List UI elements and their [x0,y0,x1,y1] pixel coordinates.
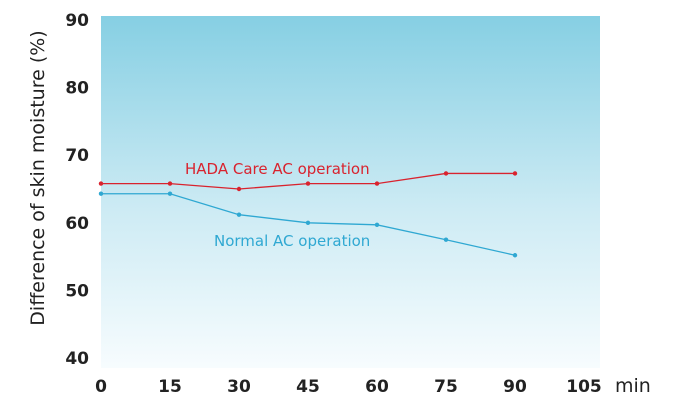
series-1-point-15 [167,191,173,196]
x-axis-ticks: 0 15 30 45 60 75 90 105 [95,377,602,396]
y-axis-title: Difference of skin moisture (%) [27,30,49,325]
x-axis-unit: min [615,375,651,396]
series-0-point-0 [98,181,104,186]
series-1-point-30 [236,212,242,217]
series-0-point-60 [374,181,380,186]
plot-area [101,16,600,368]
series-1-point-45 [305,220,311,225]
x-tick-label-30: 30 [227,377,251,396]
series-1-point-90 [512,253,518,258]
x-tick-label-105: 105 [566,377,602,396]
series-0-point-75 [443,171,449,176]
y-tick-label-40: 40 [65,349,89,369]
y-tick-label-50: 50 [65,281,89,301]
y-tick-label-80: 80 [65,79,89,99]
x-tick-label-0: 0 [95,377,107,396]
series-0-point-15 [167,181,173,186]
y-tick-label-90: 90 [65,11,89,31]
series-0-point-30 [236,186,242,192]
x-tick-label-45: 45 [296,377,320,396]
series-label-normal: Normal AC operation [214,232,370,250]
x-tick-label-60: 60 [365,377,389,396]
series-1-point-60 [374,222,380,228]
y-tick-label-70: 70 [65,146,89,166]
y-tick-label-60: 60 [65,214,89,234]
series-0-point-45 [305,181,311,186]
x-tick-label-15: 15 [158,377,182,396]
series-label-hada: HADA Care AC operation [185,160,370,178]
y-axis-ticks: 40 50 60 70 80 90 [65,11,89,369]
x-tick-label-90: 90 [503,377,527,396]
x-tick-label-75: 75 [434,377,458,396]
series-layer: HADA Care AC operation Normal AC operatio… [98,160,518,258]
series-1-point-0 [98,191,104,196]
series-1-point-75 [443,237,449,242]
series-0-point-90 [512,171,518,176]
